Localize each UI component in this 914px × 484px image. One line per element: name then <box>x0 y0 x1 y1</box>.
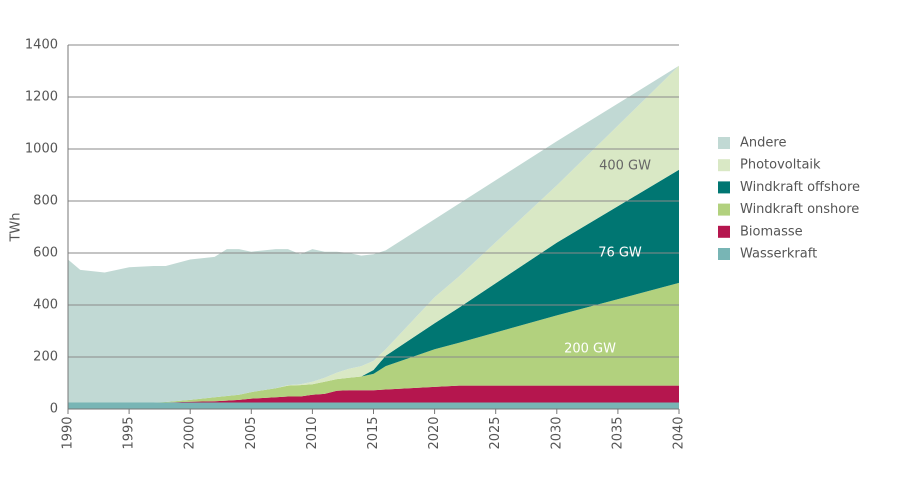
x-tick-label: 2040 <box>672 416 687 449</box>
y-axis-label: TWh <box>9 212 24 242</box>
legend-swatch <box>718 203 730 216</box>
legend-swatch <box>718 181 730 194</box>
y-tick-label: 1400 <box>25 38 58 53</box>
legend-swatch <box>718 248 730 260</box>
y-tick-label: 800 <box>33 194 58 209</box>
y-tick-label: 0 <box>50 402 58 417</box>
legend-label: Windkraft offshore <box>740 180 860 195</box>
annotation: 200 GW <box>564 342 616 357</box>
y-tick-label: 400 <box>33 298 58 313</box>
y-tick-label: 600 <box>33 246 58 261</box>
x-tick-label: 1990 <box>61 416 76 449</box>
area <box>68 169 679 403</box>
legend-label: Windkraft onshore <box>740 202 859 217</box>
area <box>68 385 679 403</box>
legend-swatch <box>718 159 730 172</box>
annotation: 76 GW <box>598 246 642 261</box>
legend-label: Wasserkraft <box>740 247 817 262</box>
x-tick-label: 2035 <box>610 416 625 449</box>
x-tick-label: 1995 <box>122 416 137 449</box>
x-tick-label: 2000 <box>183 416 198 449</box>
legend-label: Photovoltaik <box>740 158 821 173</box>
x-tick-label: 2010 <box>305 416 320 449</box>
x-tick-label: 2005 <box>244 416 259 449</box>
area <box>68 65 679 403</box>
x-tick-label: 2015 <box>366 416 381 449</box>
y-tick-label: 1000 <box>25 142 58 157</box>
area <box>68 282 679 403</box>
legend-label: Biomasse <box>740 224 803 239</box>
area <box>68 402 679 409</box>
x-tick-label: 2030 <box>549 416 564 449</box>
legend-swatch <box>718 225 730 238</box>
y-tick-label: 1200 <box>25 90 58 105</box>
legend-label: Andere <box>740 136 786 151</box>
area <box>68 65 679 403</box>
x-tick-label: 2020 <box>427 416 442 449</box>
x-tick-label: 2025 <box>488 416 503 449</box>
legend-swatch <box>718 137 730 149</box>
y-tick-label: 200 <box>33 350 58 365</box>
annotation: 400 GW <box>599 159 651 174</box>
